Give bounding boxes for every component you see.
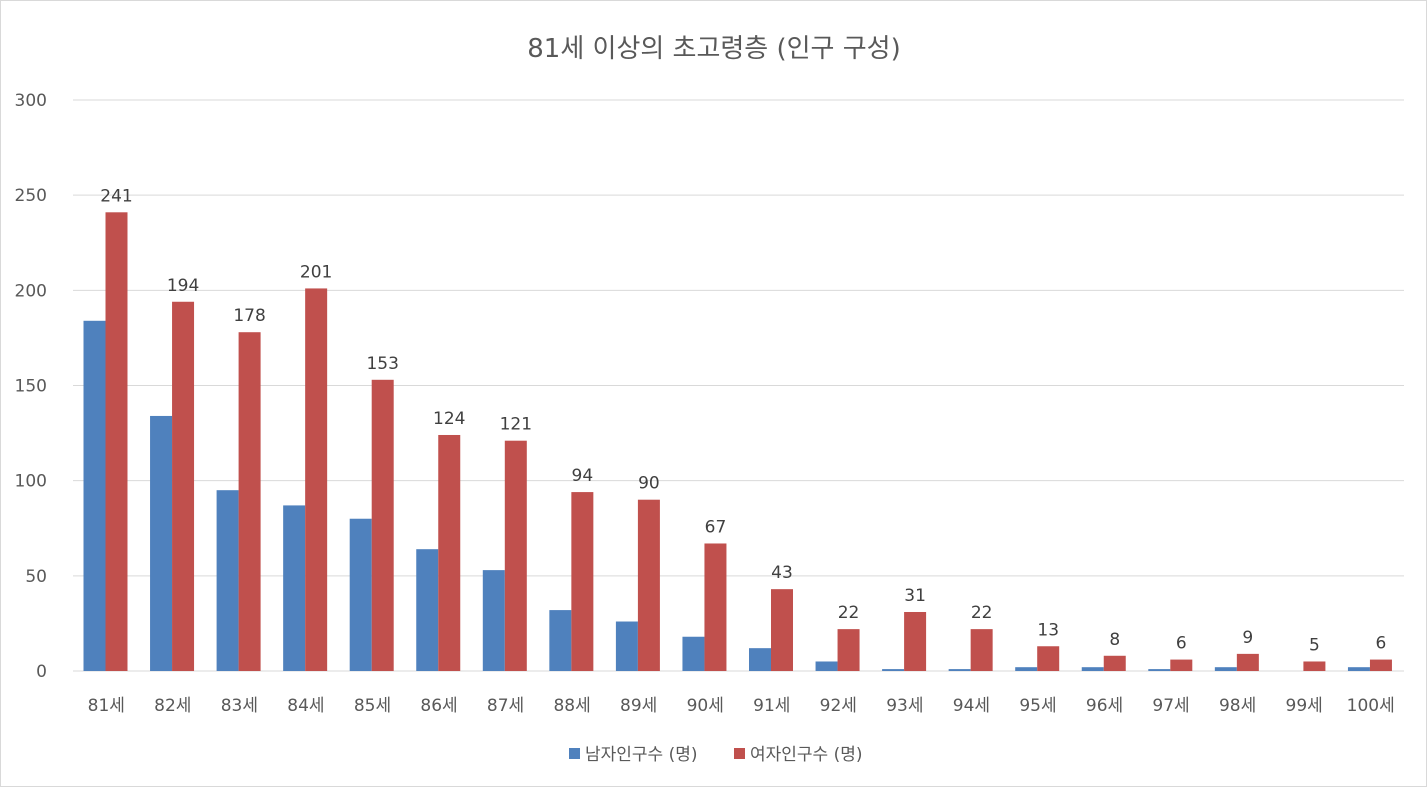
- bar-male-6: [482, 570, 505, 671]
- bar-female-2: [238, 332, 261, 671]
- data-label: 6: [1176, 634, 1187, 654]
- bar-male-2: [216, 490, 239, 671]
- data-label: 43: [771, 563, 793, 583]
- bar-male-11: [815, 661, 838, 671]
- x-axis: 81세 82세 83세 84세 85세 86세 87세 88세 89세 90세 91세 92세 93세 9…: [88, 696, 1395, 716]
- bar-female-3: [305, 288, 328, 671]
- bar-female-12: [904, 611, 927, 671]
- x-tick-label: 91세: [753, 696, 790, 716]
- bar-female-9: [704, 543, 727, 671]
- legend-swatch-female: [734, 748, 745, 759]
- data-label: 90: [638, 474, 660, 494]
- data-label: 124: [433, 409, 465, 429]
- y-tick-label: 100: [15, 472, 47, 492]
- bar-female-0: [105, 212, 128, 671]
- bar-male-0: [83, 320, 106, 671]
- bar-female-1: [172, 301, 195, 671]
- legend-label-female: 여자인구수 (명): [750, 745, 863, 765]
- data-label: 22: [971, 603, 993, 623]
- data-label: 5: [1309, 635, 1320, 655]
- gridlines: [73, 99, 1404, 672]
- bar-female-8: [637, 499, 660, 671]
- data-label: 6: [1376, 634, 1387, 654]
- x-tick-label: 87세: [487, 696, 524, 716]
- x-tick-label: 92세: [820, 696, 857, 716]
- x-tick-label: 100세: [1347, 696, 1395, 716]
- data-label: 22: [838, 603, 860, 623]
- bar-female-15: [1103, 655, 1126, 671]
- y-tick-label: 0: [36, 662, 47, 682]
- bars: [83, 212, 1392, 671]
- data-label: 31: [904, 586, 926, 606]
- chart-title: 81세 이상의 초고령층 (인구 구성): [527, 34, 900, 64]
- data-label: 121: [500, 415, 532, 435]
- x-tick-label: 93세: [886, 696, 923, 716]
- bar-female-17: [1236, 653, 1259, 671]
- bar-female-4: [371, 379, 394, 671]
- x-tick-label: 94세: [953, 696, 990, 716]
- legend-label-male: 남자인구수 (명): [585, 745, 698, 765]
- data-labels: 241 194 178 201 153 124 121 94 90 67 43 22 31 22 13 8 6 9…: [100, 186, 1386, 655]
- y-tick-label: 150: [15, 377, 47, 397]
- y-tick-label: 50: [25, 567, 47, 587]
- x-tick-label: 86세: [420, 696, 457, 716]
- x-tick-label: 95세: [1019, 696, 1056, 716]
- bar-male-13: [948, 669, 971, 671]
- bar-female-14: [1037, 646, 1060, 671]
- bar-male-1: [150, 415, 173, 671]
- bar-male-10: [749, 648, 771, 671]
- x-tick-label: 98세: [1219, 696, 1256, 716]
- bar-female-16: [1170, 659, 1193, 671]
- x-tick-label: 84세: [287, 696, 324, 716]
- data-label: 153: [366, 354, 398, 374]
- x-tick-label: 97세: [1152, 696, 1189, 716]
- data-label: 13: [1037, 620, 1059, 640]
- x-tick-label: 90세: [687, 696, 724, 716]
- bar-female-19: [1369, 659, 1392, 671]
- bar-male-8: [615, 621, 638, 671]
- bar-female-6: [504, 440, 527, 671]
- bar-male-3: [283, 505, 306, 671]
- data-label: 94: [572, 466, 594, 486]
- y-axis: 0 50 100 150 200 250 300: [15, 91, 47, 682]
- bar-female-13: [970, 629, 993, 671]
- bar-male-19: [1347, 667, 1370, 671]
- legend-swatch-male: [569, 748, 580, 759]
- bar-male-14: [1015, 667, 1038, 671]
- data-label: 201: [300, 262, 332, 282]
- bar-female-7: [571, 492, 594, 671]
- x-tick-label: 96세: [1086, 696, 1123, 716]
- bar-male-5: [416, 549, 439, 671]
- x-tick-label: 82세: [154, 696, 191, 716]
- y-tick-label: 200: [15, 281, 47, 301]
- bar-female-10: [771, 589, 793, 671]
- bar-male-17: [1214, 667, 1237, 671]
- y-tick-label: 300: [15, 91, 47, 111]
- x-tick-label: 85세: [354, 696, 391, 716]
- bar-female-18: [1303, 661, 1326, 671]
- y-tick-label: 250: [15, 186, 47, 206]
- bar-male-16: [1148, 669, 1171, 671]
- x-tick-label: 99세: [1286, 696, 1323, 716]
- data-label: 9: [1242, 628, 1253, 648]
- bar-male-4: [349, 518, 372, 671]
- x-tick-label: 81세: [88, 696, 125, 716]
- data-label: 194: [167, 276, 199, 296]
- x-tick-label: 83세: [221, 696, 258, 716]
- bar-male-7: [549, 610, 572, 671]
- x-tick-label: 88세: [553, 696, 590, 716]
- legend: 남자인구수 (명) 여자인구수 (명): [569, 745, 863, 765]
- data-label: 241: [100, 186, 132, 206]
- x-tick-label: 89세: [620, 696, 657, 716]
- bar-female-11: [837, 629, 860, 671]
- data-label: 67: [705, 517, 727, 537]
- bar-male-12: [882, 669, 905, 671]
- data-label: 8: [1109, 630, 1120, 650]
- data-label: 178: [233, 306, 265, 326]
- bar-female-5: [438, 434, 461, 671]
- bar-male-15: [1081, 667, 1104, 671]
- bar-male-9: [682, 636, 705, 671]
